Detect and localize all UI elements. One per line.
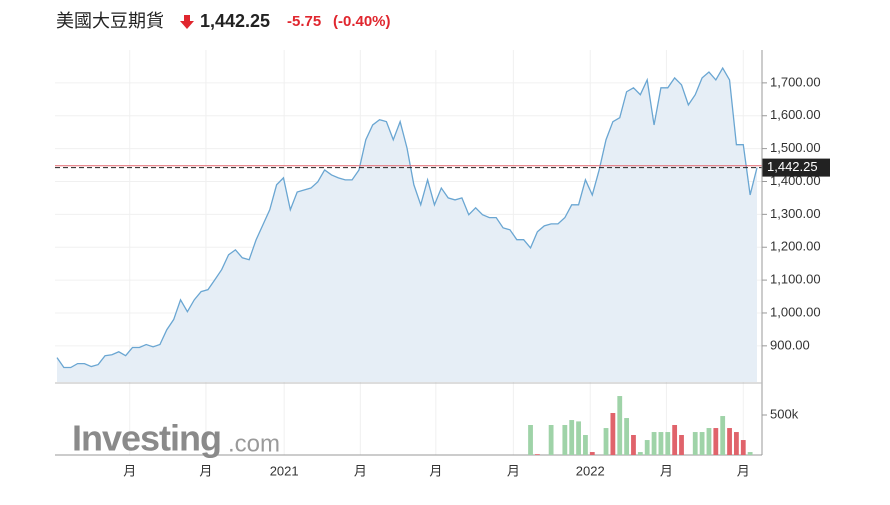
volume-bar: [665, 432, 671, 455]
x-tick-label: 月: [737, 463, 750, 478]
watermark-logo: Investing: [72, 418, 221, 459]
volume-bar: [548, 425, 554, 455]
x-tick-label: 月: [123, 463, 136, 478]
volume-bar: [658, 432, 664, 455]
volume-bar: [583, 435, 588, 455]
volume-bar: [692, 432, 698, 455]
price-change: -5.75: [287, 13, 321, 30]
volume-bar: [644, 440, 650, 455]
x-tick-label: 月: [199, 463, 212, 478]
price-area: [57, 68, 757, 382]
x-tick-label: 月: [507, 463, 520, 478]
volume-bar: [713, 428, 719, 455]
volume-bar: [720, 416, 726, 455]
last-price: 1,442.25: [200, 11, 270, 31]
volume-bar: [706, 428, 712, 455]
last-price-box: [762, 158, 830, 177]
volume-bar: [617, 396, 623, 455]
y-tick-label: 1,300.00: [770, 206, 821, 221]
volume-bar: [637, 452, 643, 455]
volume-bar: [651, 432, 657, 455]
volume-bar: [562, 425, 568, 455]
volume-bar: [624, 418, 630, 455]
volume-bar: [734, 432, 739, 455]
x-tick-label: 2021: [270, 463, 299, 478]
y-tick-label: 1,700.00: [770, 74, 821, 89]
chart-title: 美國大豆期貨: [56, 11, 164, 31]
x-tick-label: 2022: [576, 463, 605, 478]
volume-bar: [699, 432, 705, 455]
watermark-suffix: .com: [228, 430, 280, 457]
volume-tick-label: 500k: [770, 406, 799, 421]
volume-bar: [576, 421, 581, 455]
volume-bar: [727, 428, 732, 455]
x-tick-label: 月: [429, 463, 442, 478]
y-tick-label: 1,100.00: [770, 272, 821, 287]
volume-bar: [569, 420, 575, 455]
y-tick-label: 1,600.00: [770, 107, 821, 122]
y-tick-label: 1,000.00: [770, 304, 821, 319]
down-arrow-icon: [180, 15, 194, 29]
price-line: [56, 66, 758, 369]
volume-bar: [740, 440, 746, 455]
last-price-label: 1,442.25: [767, 159, 818, 174]
volume-bar: [528, 425, 533, 455]
y-tick-label: 1,500.00: [770, 140, 821, 155]
price-change-percent: (-0.40%): [333, 13, 391, 30]
y-tick-label: 1,200.00: [770, 239, 821, 254]
volume-bar: [679, 435, 684, 455]
x-tick-label: 月: [354, 463, 367, 478]
volume-bar: [610, 413, 616, 455]
volume-bar: [747, 452, 753, 455]
volume-bar: [631, 435, 636, 455]
y-tick-label: 900.00: [770, 337, 810, 352]
volume-bar: [589, 452, 595, 455]
volume-bar: [672, 425, 678, 455]
volume-bar: [534, 454, 540, 455]
volume-bar: [603, 428, 609, 455]
y-tick-label: 1,400.00: [770, 173, 821, 188]
x-tick-label: 月: [660, 463, 673, 478]
